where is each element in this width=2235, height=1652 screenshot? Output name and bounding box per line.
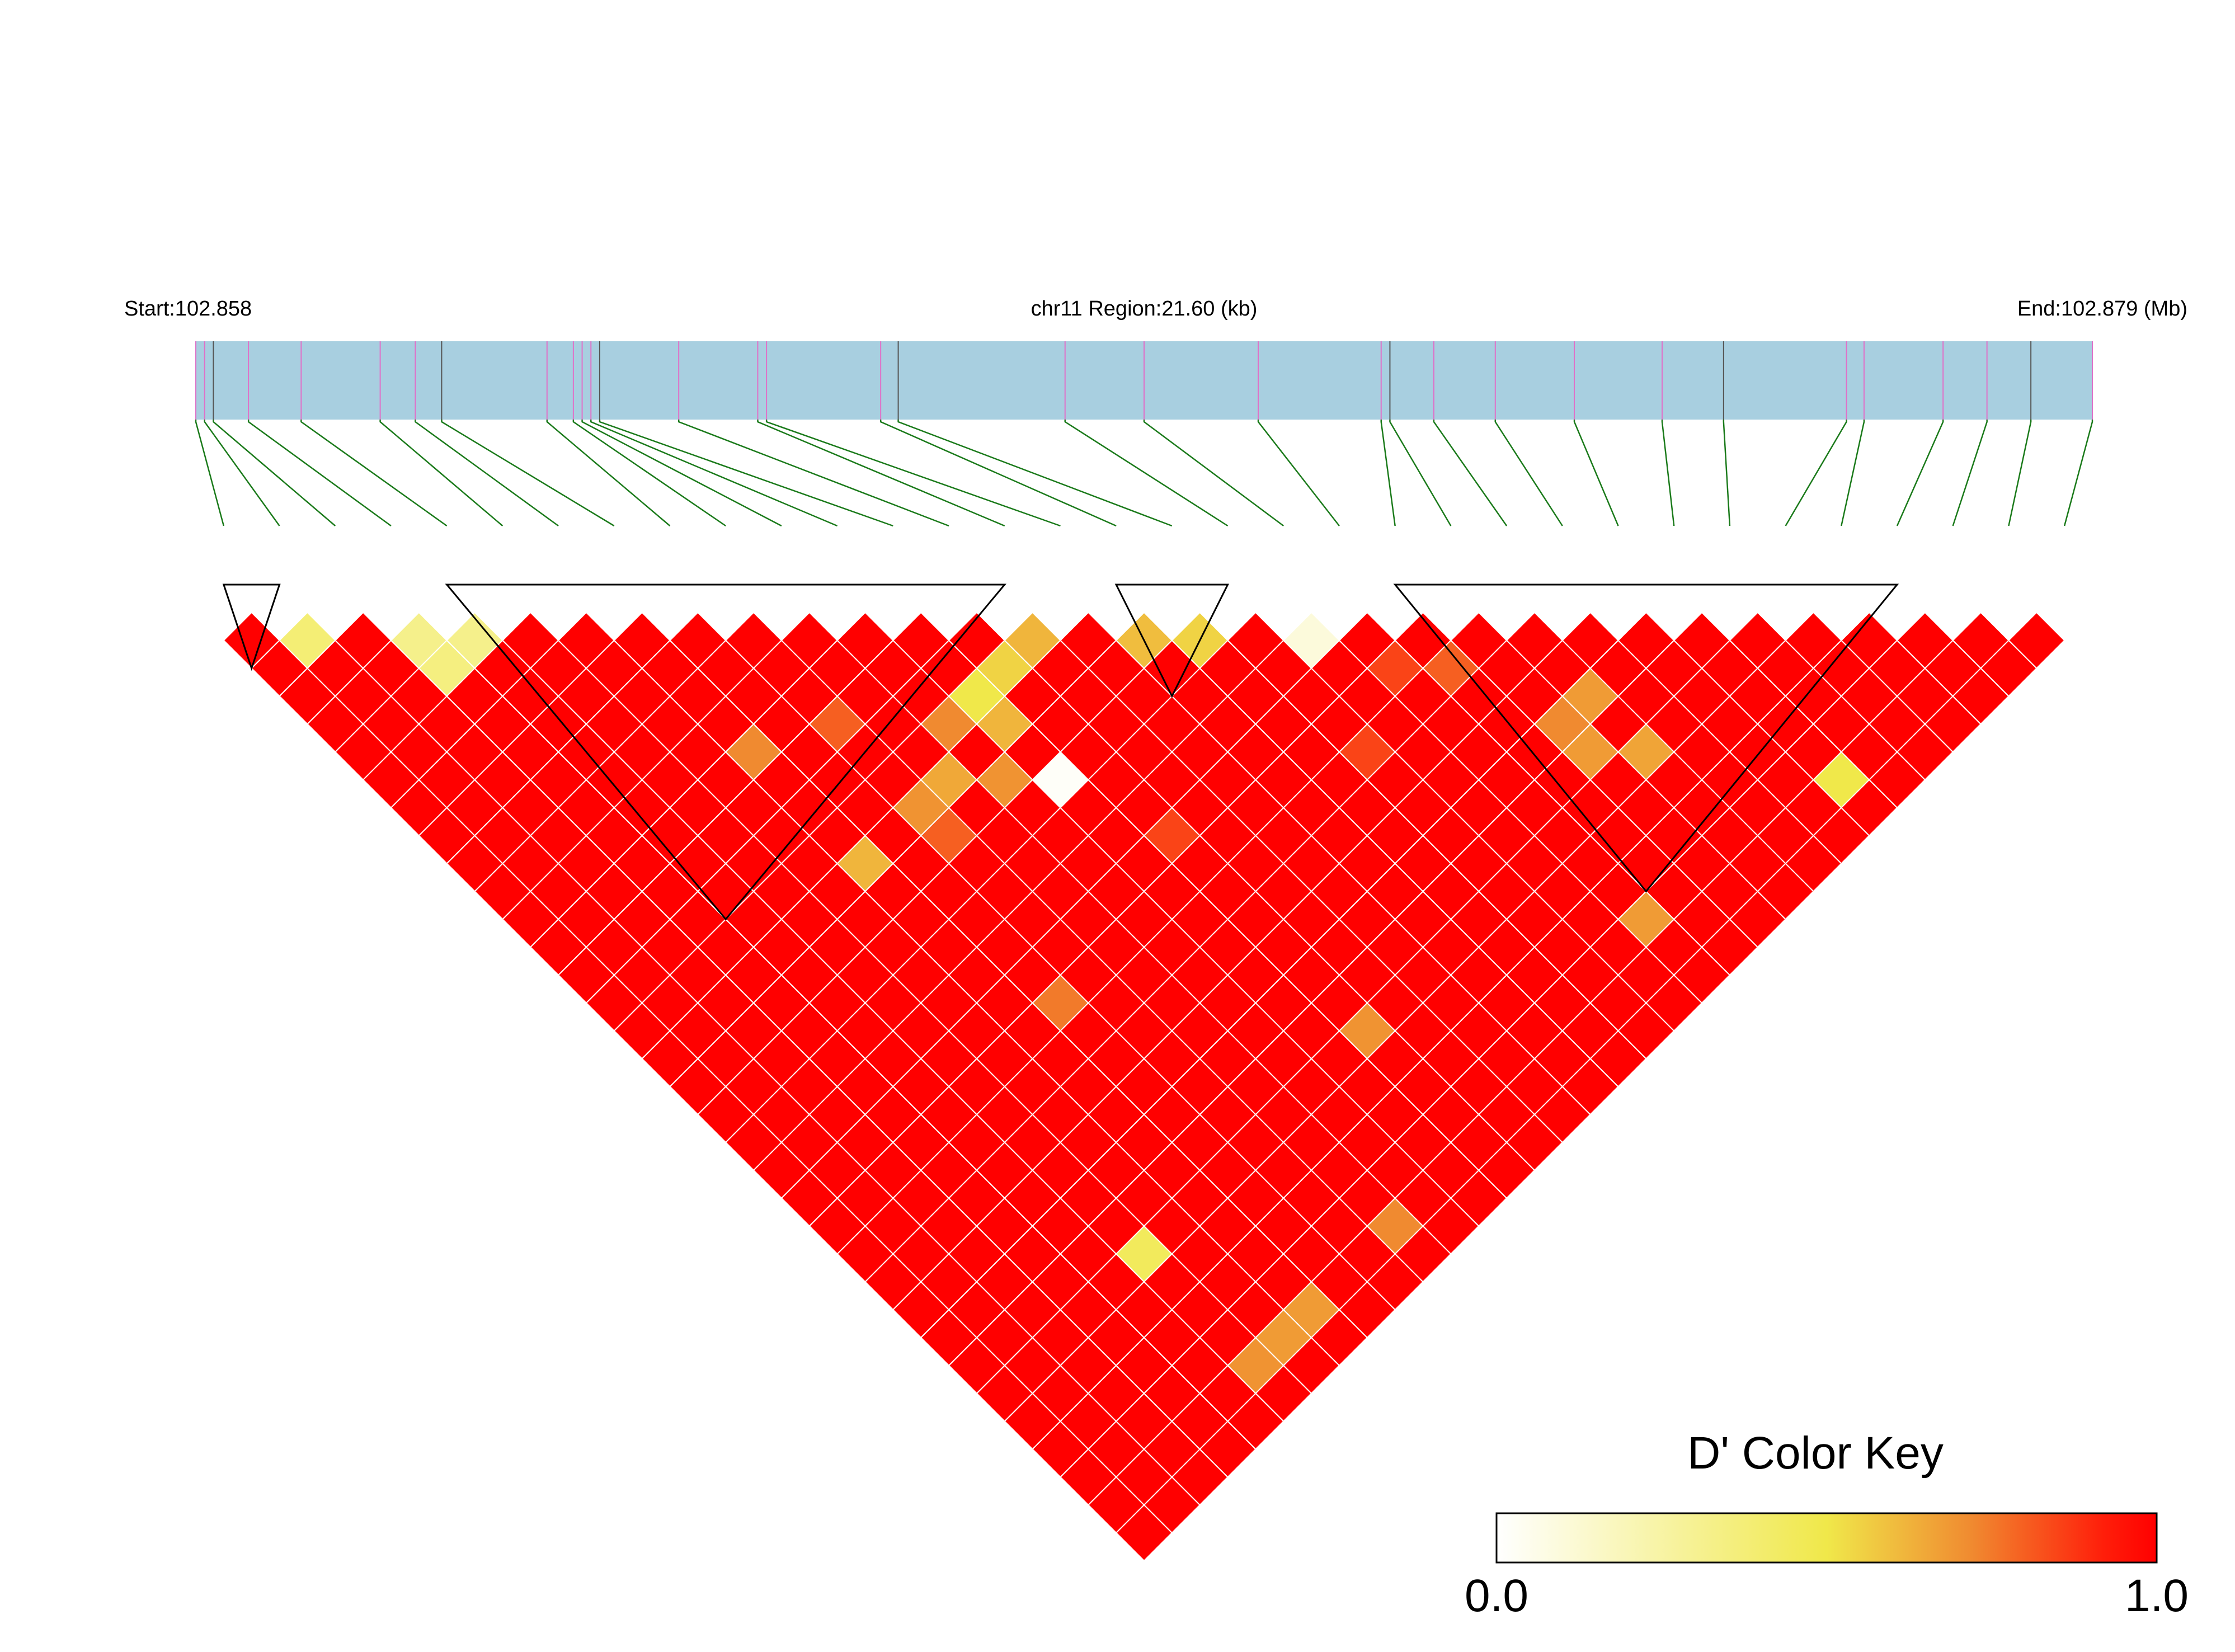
color-key-max-label: 1.0 [2125, 1570, 2189, 1621]
snp-connector-7 [415, 420, 559, 527]
color-key-title: D' Color Key [1687, 1428, 1944, 1479]
snp-connector-30 [1841, 420, 1865, 526]
snp-connector-3 [213, 420, 336, 526]
snp-connector-20 [1143, 420, 1284, 527]
snp-connector-13 [599, 420, 893, 527]
snp-connector-28 [1723, 420, 1731, 526]
snp-connector-14 [677, 420, 949, 527]
snp-connector-4 [247, 420, 392, 527]
snp-connector-34 [2063, 420, 2093, 526]
snp-connector-2 [204, 420, 280, 526]
snp-connector-5 [300, 420, 448, 527]
snp-connector-17 [879, 420, 1117, 527]
snp-connector-33 [2008, 420, 2032, 526]
snp-connector-25 [1494, 420, 1563, 526]
snp-connector-21 [1257, 420, 1340, 526]
snp-connector-1 [195, 420, 225, 526]
snp-connector-15 [757, 420, 1005, 527]
ld-block-4 [1393, 583, 1899, 893]
snp-connector-29 [1785, 420, 1847, 526]
ld-block-3 [1114, 583, 1229, 698]
ld-block-outlines [222, 583, 1899, 921]
snp-connector-16 [765, 420, 1061, 527]
snp-connector-8 [441, 420, 615, 527]
snp-connector-27 [1661, 420, 1675, 526]
snp-connector-32 [1952, 420, 1988, 526]
snp-connector-19 [1064, 420, 1229, 527]
snp-connector-12 [590, 420, 838, 527]
ld-heatmap-cells [223, 611, 2065, 1562]
snp-connector-11 [581, 420, 782, 527]
snp-connector-26 [1573, 420, 1619, 526]
snp-connector-9 [546, 420, 671, 526]
snp-connector-31 [1896, 420, 1944, 526]
snp-connector-lines [195, 420, 2093, 527]
snp-connector-18 [897, 420, 1173, 527]
snp-connector-24 [1433, 420, 1508, 526]
color-key-min-label: 0.0 [1465, 1570, 1528, 1621]
color-key-bar [1495, 1512, 2158, 1564]
snp-connector-22 [1380, 420, 1396, 526]
ld-cell-33-34 [2008, 611, 2065, 669]
snp-connector-10 [572, 420, 726, 527]
region-center-label: chr11 Region:21.60 (kb) [1031, 297, 1258, 321]
snp-connector-6 [379, 420, 504, 526]
snp-connector-23 [1389, 420, 1452, 526]
region-start-label: Start:102.858 [124, 297, 252, 321]
ld-block-1 [222, 583, 281, 671]
region-end-label: End:102.879 (Mb) [2017, 297, 2187, 321]
snp-position-lines [195, 341, 2093, 420]
ld-block-2 [445, 583, 1006, 921]
